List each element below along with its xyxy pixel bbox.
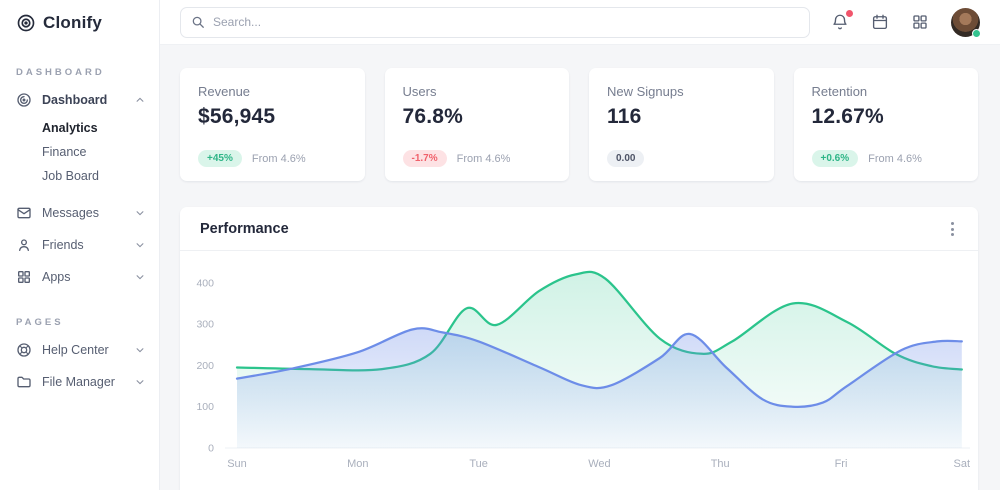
stat-subtext: From 4.6% xyxy=(868,152,922,165)
status-badge: +45% xyxy=(198,150,242,167)
x-category-label: Mon xyxy=(347,458,368,470)
sidebar-item-label: File Manager xyxy=(42,375,115,389)
sidebar-item-label: Dashboard xyxy=(42,93,108,107)
notifications-button[interactable] xyxy=(831,10,853,31)
performance-header: Performance xyxy=(180,207,978,251)
chevron-down-icon xyxy=(135,240,145,250)
sidebar-item-apps[interactable]: Apps xyxy=(0,261,159,293)
performance-title: Performance xyxy=(200,221,289,237)
performance-chart: 0 100 200 300 400 Sun Mon Tue Wed Thu Fri Sat xyxy=(180,251,978,490)
y-tick-label: 200 xyxy=(196,360,214,372)
dashboard-icon xyxy=(16,92,32,108)
sidebar-item-label: Help Center xyxy=(42,343,109,357)
folder-icon xyxy=(16,374,32,390)
stat-label: Revenue xyxy=(198,84,251,99)
search-icon xyxy=(191,15,205,34)
section-label-dashboard: DASHBOARD xyxy=(16,67,105,78)
stat-value: 12.67% xyxy=(811,105,884,128)
status-badge: -1.7% xyxy=(402,150,447,167)
apps-icon xyxy=(16,269,32,285)
stat-card-users: Users 76.8% -1.7% From 4.6% xyxy=(384,68,569,181)
sidebar-item-label: Messages xyxy=(42,206,99,220)
series_blue-line xyxy=(235,327,963,408)
stats-row: Revenue $56,945 +45% From 4.6% Users 76.… xyxy=(180,68,978,181)
sidebar-item-label: Apps xyxy=(42,270,71,284)
sidebar-item-messages[interactable]: Messages xyxy=(0,197,159,229)
stat-label: Retention xyxy=(811,84,868,99)
chevron-down-icon xyxy=(135,345,145,355)
x-category-label: Fri xyxy=(835,458,848,470)
x-category-label: Sun xyxy=(227,458,247,470)
sidebar-item-dashboard[interactable]: Dashboard xyxy=(0,84,159,116)
stat-card-revenue: Revenue $56,945 +45% From 4.6% xyxy=(180,68,365,181)
section-label-pages: PAGES xyxy=(16,317,64,328)
chevron-up-icon xyxy=(135,95,145,105)
topbar-actions xyxy=(831,7,981,38)
chevron-down-icon xyxy=(135,272,145,282)
calendar-icon xyxy=(872,14,888,30)
stat-label: Users xyxy=(402,84,437,99)
y-tick-label: 0 xyxy=(208,443,214,455)
y-tick-label: 400 xyxy=(196,277,214,289)
stat-card-new-signups: New Signups 116 0.00 xyxy=(589,68,774,181)
sidebar-subitem-analytics[interactable]: Analytics xyxy=(42,121,98,135)
sidebar-subitem-job-board[interactable]: Job Board xyxy=(42,169,99,183)
sidebar-item-file-manager[interactable]: File Manager xyxy=(0,366,159,398)
chevron-down-icon xyxy=(135,208,145,218)
performance-card: Performance 0 100 200 300 400 S xyxy=(180,207,978,490)
calendar-button[interactable] xyxy=(871,13,889,31)
y-tick-label: 100 xyxy=(196,401,214,413)
notification-dot xyxy=(846,10,853,17)
stat-card-retention: Retention 12.67% +0.6% From 4.6% xyxy=(793,68,978,181)
apps-grid-icon xyxy=(913,15,927,29)
sidebar-item-label: Friends xyxy=(42,238,84,252)
x-category-label: Tue xyxy=(469,458,488,470)
sidebar-subitem-finance[interactable]: Finance xyxy=(42,145,87,159)
stat-value: 76.8% xyxy=(402,105,464,128)
stat-label: New Signups xyxy=(607,84,684,99)
friends-icon xyxy=(16,237,32,253)
bell-icon xyxy=(833,14,847,30)
x-category-label: Thu xyxy=(711,458,730,470)
topbar xyxy=(160,0,1000,45)
sidebar-item-help-center[interactable]: Help Center xyxy=(0,334,159,366)
sidebar: Clonify DASHBOARD Dashboard Analytics Fi… xyxy=(0,0,160,490)
app-name: Clonify xyxy=(43,13,103,32)
area-chart: 0 100 200 300 400 Sun Mon Tue Wed Thu Fri Sat xyxy=(196,270,971,470)
search-input[interactable] xyxy=(180,6,810,38)
apps-grid-button[interactable] xyxy=(911,13,929,31)
stat-value: $56,945 xyxy=(198,105,276,128)
stat-subtext: From 4.6% xyxy=(456,152,511,165)
kebab-menu-icon[interactable] xyxy=(945,218,960,240)
x-category-label: Sat xyxy=(954,458,971,470)
sidebar-item-friends[interactable]: Friends xyxy=(0,229,159,261)
stat-subtext: From 4.6% xyxy=(251,152,306,165)
online-status-dot xyxy=(972,28,981,38)
app-logo[interactable]: Clonify xyxy=(0,0,159,43)
messages-icon xyxy=(16,205,32,221)
search-box xyxy=(180,6,810,38)
main-content: Revenue $56,945 +45% From 4.6% Users 76.… xyxy=(160,46,1000,490)
user-avatar[interactable] xyxy=(951,7,981,38)
status-badge: 0.00 xyxy=(607,150,645,167)
status-badge: +0.6% xyxy=(811,150,859,167)
x-category-label: Wed xyxy=(588,458,610,470)
logo-icon xyxy=(16,13,36,33)
chevron-down-icon xyxy=(135,377,145,387)
stat-value: 116 xyxy=(607,105,642,128)
y-tick-label: 300 xyxy=(196,319,214,331)
help-icon xyxy=(16,342,32,358)
